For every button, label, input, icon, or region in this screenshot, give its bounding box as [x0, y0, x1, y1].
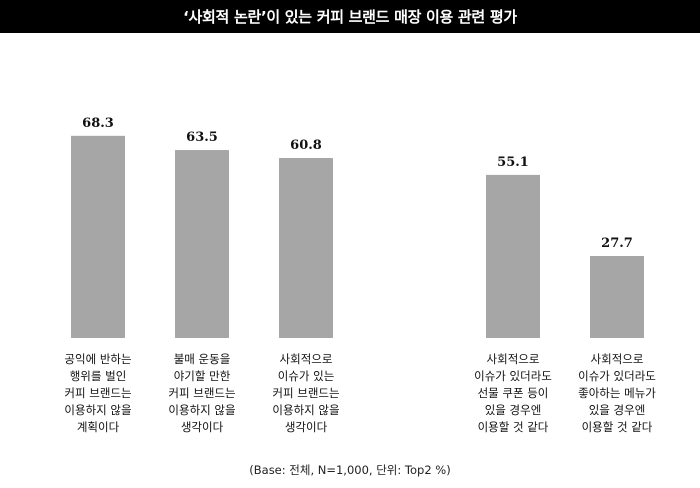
category-label-2-line-4: 이용하지 않을 [168, 403, 235, 417]
category-label-3-line-3: 커피 브랜드는 [272, 386, 339, 400]
category-label-4-line-1: 사회적으로 [487, 352, 540, 366]
category-label-5-line-5: 이용할 것 같다 [582, 420, 653, 434]
category-label-1-line-1: 공익에 반하는 [64, 352, 131, 366]
category-label-1-line-4: 이용하지 않을 [64, 403, 131, 417]
chart-footnote: (Base: 전체, N=1,000, 단위: Top2 %) [249, 463, 451, 477]
category-label-1-line-2: 행위를 벌인 [70, 369, 127, 383]
data-label-5: 27.7 [601, 236, 633, 251]
category-label-2-line-3: 커피 브랜드는 [168, 386, 235, 400]
category-label-1-line-5: 계획이다 [77, 420, 120, 434]
data-label-4: 55.1 [497, 155, 529, 170]
category-label-4-line-3: 선물 쿠폰 등이 [478, 386, 549, 400]
category-label-3-line-1: 사회적으로 [280, 352, 333, 366]
chart-title-bar: ‘사회적 논란’이 있는 커피 브랜드 매장 이용 관련 평가 [0, 0, 700, 33]
category-label-5-line-3: 좋아하는 메뉴가 [578, 386, 656, 400]
category-label-4-line-4: 있을 경우엔 [485, 403, 542, 417]
bar-1 [71, 135, 125, 338]
category-label-3-line-5: 생각이다 [285, 420, 328, 434]
data-label-3: 60.8 [290, 138, 322, 153]
category-label-3-line-4: 이용하지 않을 [272, 403, 339, 417]
data-label-1: 68.3 [82, 116, 114, 131]
category-label-2-line-5: 생각이다 [181, 420, 224, 434]
chart-title: ‘사회적 논란’이 있는 커피 브랜드 매장 이용 관련 평가 [183, 8, 517, 26]
category-label-5-line-1: 사회적으로 [591, 352, 644, 366]
bar-5 [590, 256, 644, 338]
category-label-1-line-3: 커피 브랜드는 [64, 386, 131, 400]
category-label-4-line-2: 이슈가 있더라도 [474, 369, 552, 383]
category-label-2-line-1: 불매 운동을 [174, 352, 231, 366]
category-label-4-line-5: 이용할 것 같다 [478, 420, 549, 434]
bar-3 [279, 158, 333, 338]
bar-4 [486, 174, 540, 338]
category-label-5-line-2: 이슈가 있더라도 [578, 369, 656, 383]
category-label-2-line-2: 야기할 만한 [174, 369, 231, 383]
data-label-2: 63.5 [186, 130, 218, 145]
bar-2 [175, 150, 229, 338]
category-label-3-line-2: 이슈가 있는 [278, 369, 335, 383]
category-label-5-line-4: 있을 경우엔 [589, 403, 646, 417]
